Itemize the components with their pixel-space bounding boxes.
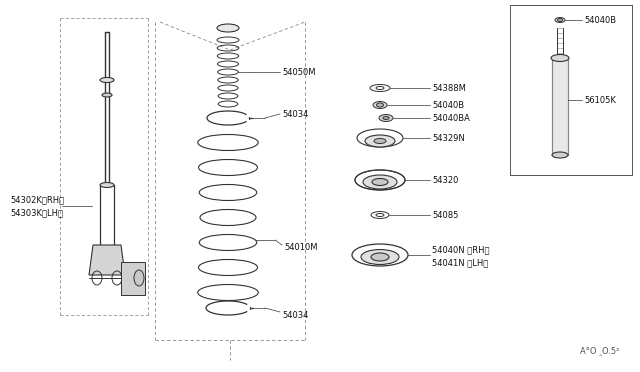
Text: 54041N 〈LH〉: 54041N 〈LH〉 [432, 259, 488, 267]
Ellipse shape [102, 93, 112, 97]
Text: 54050M: 54050M [282, 67, 316, 77]
Text: 54085: 54085 [432, 211, 458, 219]
Text: 54034: 54034 [282, 109, 308, 119]
Ellipse shape [383, 116, 389, 119]
Text: A°O ‸O.5²: A°O ‸O.5² [580, 347, 620, 356]
Polygon shape [89, 245, 125, 275]
Ellipse shape [372, 179, 388, 186]
Ellipse shape [552, 152, 568, 158]
Ellipse shape [100, 183, 114, 187]
Ellipse shape [557, 19, 563, 22]
Text: 54040N 〈RH〉: 54040N 〈RH〉 [432, 246, 490, 254]
Text: 54040B: 54040B [432, 100, 464, 109]
Ellipse shape [373, 102, 387, 109]
Ellipse shape [365, 135, 395, 147]
Ellipse shape [363, 175, 397, 189]
Ellipse shape [134, 270, 144, 286]
Ellipse shape [379, 115, 393, 122]
Text: 54303K〈LH〉: 54303K〈LH〉 [10, 208, 63, 218]
Text: 54040B: 54040B [584, 16, 616, 25]
Ellipse shape [217, 24, 239, 32]
Ellipse shape [361, 250, 399, 264]
Ellipse shape [376, 103, 383, 107]
Ellipse shape [374, 138, 386, 144]
Text: 54040BA: 54040BA [432, 113, 470, 122]
Polygon shape [121, 262, 145, 295]
Text: 54010M: 54010M [284, 244, 317, 253]
Ellipse shape [371, 253, 389, 261]
Text: 54034: 54034 [282, 311, 308, 320]
Ellipse shape [551, 55, 569, 61]
Text: 54388M: 54388M [432, 83, 466, 93]
Text: 54329N: 54329N [432, 134, 465, 142]
Text: 54320: 54320 [432, 176, 458, 185]
Text: 56105K: 56105K [584, 96, 616, 105]
Ellipse shape [555, 17, 565, 22]
Polygon shape [552, 58, 568, 155]
Ellipse shape [100, 77, 114, 83]
Text: 54302K〈RH〉: 54302K〈RH〉 [10, 196, 64, 205]
